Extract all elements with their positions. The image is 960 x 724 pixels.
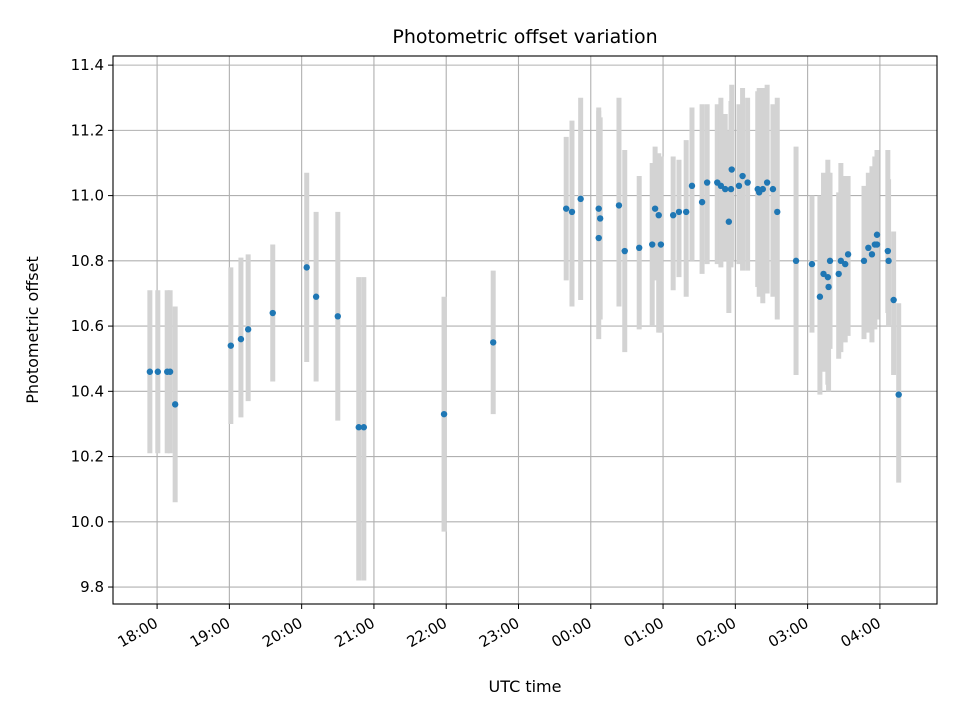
data-point <box>682 208 690 216</box>
data-point <box>769 185 777 193</box>
data-point <box>890 296 897 304</box>
data-point <box>334 313 341 320</box>
data-point <box>649 241 656 248</box>
data-point <box>621 247 628 255</box>
data-point <box>725 218 733 225</box>
data-point <box>759 185 767 193</box>
data-point <box>873 241 881 248</box>
data-point <box>825 283 832 291</box>
data-point <box>568 208 576 216</box>
grid <box>113 56 937 604</box>
x-axis-label: UTC time <box>489 677 562 696</box>
data-point <box>636 244 643 251</box>
plot-frame <box>112 55 938 605</box>
data-point <box>816 293 824 300</box>
data-point <box>237 335 245 343</box>
y-tick-label: 10.8 <box>71 252 104 270</box>
y-tick-label: 11.2 <box>71 121 104 139</box>
data-point <box>355 424 362 431</box>
data-point <box>166 368 174 375</box>
y-tick-label: 11.4 <box>71 56 104 74</box>
data-point <box>728 166 735 173</box>
data-point <box>440 410 448 418</box>
data-point <box>669 211 677 219</box>
data-point <box>717 182 725 190</box>
data-point <box>303 264 310 271</box>
data-point <box>227 342 235 349</box>
data-point <box>269 309 276 317</box>
data-point <box>837 257 845 265</box>
data-point <box>146 368 154 375</box>
data-point <box>688 182 696 190</box>
data-point <box>563 205 570 212</box>
data-point <box>826 257 834 265</box>
data-point <box>895 391 902 398</box>
data-point <box>873 231 881 238</box>
data-point <box>844 251 852 258</box>
y-tick-label: 11.0 <box>71 187 104 205</box>
data-point <box>698 198 706 206</box>
data-point <box>865 244 872 251</box>
data-point <box>675 208 683 216</box>
data-point <box>820 270 827 278</box>
data-point <box>835 270 842 278</box>
chart-title: Photometric offset variation <box>392 26 657 48</box>
data-point <box>154 368 162 375</box>
data-point <box>244 326 252 333</box>
data-point <box>722 185 729 193</box>
data-point <box>312 293 320 300</box>
data-point <box>703 179 711 186</box>
y-tick-label: 10.2 <box>71 448 104 466</box>
data-point <box>884 247 892 255</box>
data-point <box>657 241 665 248</box>
data-point <box>739 172 746 180</box>
y-tick-label: 10.4 <box>71 382 104 400</box>
data-point <box>596 215 604 222</box>
data-point <box>595 205 602 212</box>
data-point <box>735 182 743 190</box>
data-point <box>577 195 584 203</box>
y-tick-label: 9.8 <box>80 578 104 596</box>
data-point <box>727 185 735 193</box>
data-point <box>763 179 771 186</box>
data-point <box>885 257 892 265</box>
data-point <box>655 211 662 219</box>
y-tick-label: 10.0 <box>71 513 104 531</box>
data-point <box>868 251 876 258</box>
data-point <box>744 179 751 186</box>
y-axis-ticks: 9.8 10.0 10.2 10.4 10.6 10.8 11.0 11.2 11.4 <box>71 56 113 596</box>
data-point <box>489 339 497 346</box>
data-point <box>860 257 868 265</box>
y-tick-label: 10.6 <box>71 317 104 335</box>
data-point <box>824 273 832 281</box>
data-point <box>595 234 602 242</box>
data-point <box>615 202 623 209</box>
data-point <box>792 257 800 265</box>
data-point <box>651 205 659 212</box>
data-point <box>171 401 179 408</box>
data-point <box>360 424 368 431</box>
data-point <box>842 260 849 268</box>
data-points <box>146 166 902 431</box>
y-axis-label: Photometric offset <box>23 256 42 404</box>
data-point <box>774 208 781 216</box>
data-point <box>808 260 816 268</box>
